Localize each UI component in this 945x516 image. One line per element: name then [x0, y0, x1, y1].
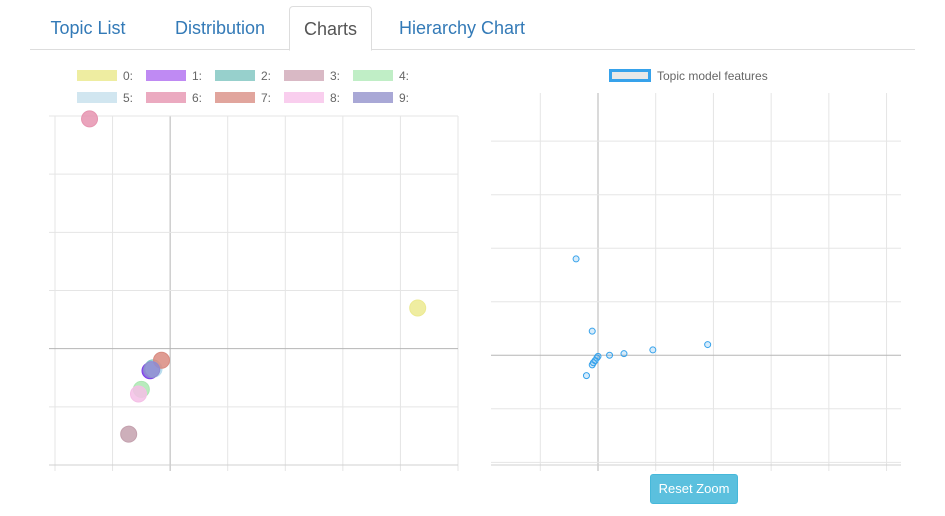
- tab-hierarchy-chart[interactable]: Hierarchy Chart: [398, 18, 526, 38]
- legend-label: Topic model features: [657, 69, 768, 83]
- data-point: [704, 341, 712, 349]
- tab-distribution[interactable]: Distribution: [174, 18, 266, 38]
- legend-label: 6:: [192, 91, 203, 105]
- data-point: [620, 350, 628, 358]
- data-points: [81, 110, 427, 443]
- legend-label: 3:: [330, 69, 341, 83]
- legend-label: 7:: [261, 91, 272, 105]
- legend-swatch: [353, 70, 393, 81]
- data-point: [120, 425, 138, 443]
- legend-swatch: [353, 92, 393, 103]
- grid-lines: [49, 115, 459, 471]
- legend-label: 9:: [399, 91, 410, 105]
- data-point: [129, 385, 147, 403]
- data-point: [588, 327, 596, 335]
- legend-label: 2:: [261, 69, 272, 83]
- tab-charts[interactable]: Charts: [289, 6, 372, 51]
- legend-swatch: [146, 92, 186, 103]
- data-points: [572, 255, 712, 380]
- legend-swatch: [146, 70, 186, 81]
- data-point: [649, 346, 657, 354]
- legend-swatch: [215, 70, 255, 81]
- data-point: [594, 352, 602, 360]
- legend-swatch: [77, 70, 117, 81]
- legend-label: 8:: [330, 91, 341, 105]
- legend-label: 1:: [192, 69, 203, 83]
- legend-label: 4:: [399, 69, 410, 83]
- data-point: [143, 361, 161, 379]
- legend-label: 5:: [123, 91, 134, 105]
- reset-zoom-button[interactable]: Reset Zoom: [650, 474, 738, 504]
- legend-swatch: [609, 69, 651, 82]
- tab-topic-list[interactable]: Topic List: [50, 18, 126, 38]
- legend-swatch: [284, 70, 324, 81]
- data-point: [589, 359, 597, 367]
- data-point: [409, 299, 427, 317]
- data-point: [582, 372, 590, 380]
- tab-bar: Topic List Distribution Charts Hierarchy…: [30, 0, 915, 51]
- data-point: [572, 255, 580, 263]
- legend-label: 0:: [123, 69, 134, 83]
- data-point: [81, 110, 99, 128]
- legend-swatch: [215, 92, 255, 103]
- legend-swatch: [77, 92, 117, 103]
- data-point: [606, 351, 614, 359]
- legend-swatch: [284, 92, 324, 103]
- grid-lines: [491, 93, 901, 471]
